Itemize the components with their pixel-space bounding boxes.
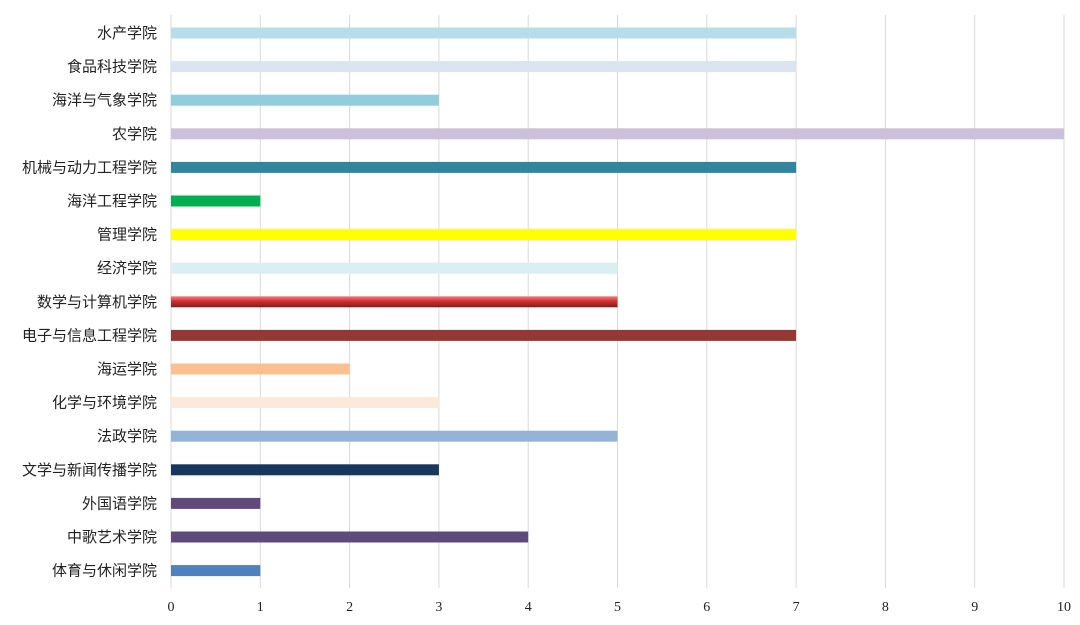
bars bbox=[171, 27, 1064, 577]
x-tick-label: 6 bbox=[703, 600, 710, 615]
category-label: 化学与环境学院 bbox=[52, 394, 157, 412]
category-label: 管理学院 bbox=[97, 226, 157, 244]
category-label: 食品科技学院 bbox=[67, 58, 157, 76]
category-label: 机械与动力工程学院 bbox=[22, 158, 157, 176]
bar bbox=[171, 229, 797, 241]
category-label: 外国语学院 bbox=[82, 494, 157, 512]
category-label: 海洋工程学院 bbox=[67, 192, 157, 210]
x-tick-label: 8 bbox=[882, 600, 889, 615]
category-label: 海洋与气象学院 bbox=[52, 91, 157, 109]
x-tick-label: 4 bbox=[525, 600, 532, 615]
bar bbox=[171, 61, 797, 73]
bar bbox=[171, 296, 618, 308]
bar bbox=[171, 128, 1064, 140]
x-tick-label: 0 bbox=[168, 600, 175, 615]
x-tick-label: 2 bbox=[346, 600, 353, 615]
bar bbox=[171, 464, 439, 476]
bar bbox=[171, 27, 797, 39]
category-label: 海运学院 bbox=[97, 360, 157, 378]
bar bbox=[171, 262, 618, 274]
category-label: 经济学院 bbox=[97, 259, 157, 277]
bar bbox=[171, 363, 350, 375]
bar bbox=[171, 195, 261, 207]
category-label: 中歌艺术学院 bbox=[67, 528, 157, 546]
x-tick-label: 3 bbox=[435, 600, 442, 615]
category-label: 电子与信息工程学院 bbox=[22, 326, 157, 344]
x-tick-label: 5 bbox=[614, 600, 621, 615]
x-tick-label: 10 bbox=[1057, 600, 1071, 615]
x-tick-label: 9 bbox=[971, 600, 978, 615]
bar bbox=[171, 430, 618, 442]
bar bbox=[171, 497, 261, 509]
category-label: 数学与计算机学院 bbox=[37, 293, 157, 311]
bar bbox=[171, 329, 797, 341]
bar bbox=[171, 565, 261, 577]
category-label: 文学与新闻传播学院 bbox=[22, 461, 157, 479]
x-tick-label: 1 bbox=[257, 600, 264, 615]
bar bbox=[171, 94, 439, 106]
bar bbox=[171, 531, 529, 543]
category-label: 农学院 bbox=[112, 125, 157, 143]
category-label: 体育与休闲学院 bbox=[52, 562, 157, 580]
category-label: 水产学院 bbox=[97, 24, 157, 42]
category-label: 法政学院 bbox=[97, 427, 157, 445]
bar bbox=[171, 397, 439, 409]
x-tick-label: 7 bbox=[793, 600, 800, 615]
bar bbox=[171, 161, 797, 173]
x-axis-tick-labels: 0 1 2 3 4 5 6 7 8 9 10 bbox=[168, 600, 1072, 615]
category-labels: 水产学院食品科技学院海洋与气象学院农学院机械与动力工程学院海洋工程学院管理学院经… bbox=[22, 24, 157, 580]
